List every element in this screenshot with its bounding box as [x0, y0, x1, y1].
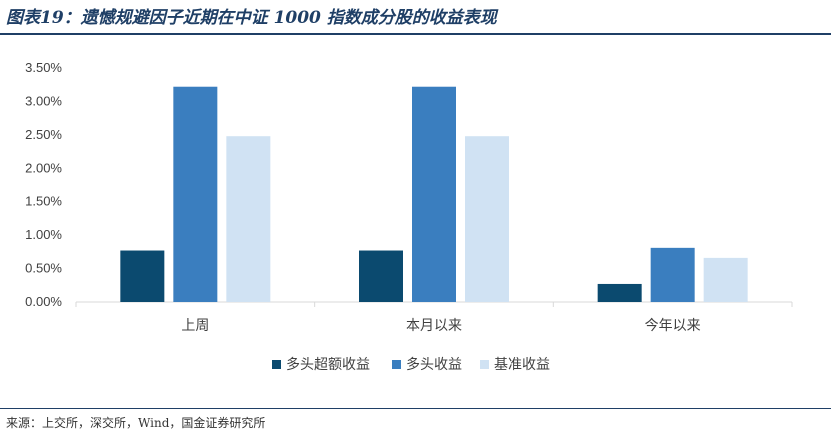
bar-1 [359, 250, 403, 302]
bar-2 [650, 247, 695, 302]
legend-label: 多头超额收益 [286, 356, 370, 373]
y-tick-label: 0.00% [25, 294, 62, 309]
bar-3 [465, 136, 509, 302]
bar-3 [226, 136, 271, 302]
bar-chart: 0.00% 0.50% 1.00% 1.50% 2.00% 2.50% 3.00% 3.50%… [25, 60, 793, 373]
y-tick-label: 3.50% [25, 60, 62, 75]
bar-1 [120, 250, 165, 302]
legend-swatch [392, 360, 401, 369]
y-tick-label: 0.50% [25, 261, 62, 276]
bar-2 [412, 86, 456, 302]
source-divider [0, 408, 831, 409]
title-divider [0, 33, 831, 35]
x-tick-label: 本月以来 [406, 318, 462, 334]
chart-title: 图表19：遗憾规避因子近期在中证 1000 指数成分股的收益表现 [6, 8, 497, 28]
bar-3 [703, 257, 748, 302]
y-tick-label: 2.00% [25, 160, 62, 175]
x-tick-label: 上周 [181, 318, 209, 334]
legend-swatch [480, 360, 489, 369]
y-tick-label: 2.50% [25, 127, 62, 142]
legend-swatch [272, 360, 281, 369]
y-tick-label: 1.00% [25, 227, 62, 242]
source-note: 来源：上交所，深交所，Wind，国金证券研究所 [6, 416, 266, 430]
y-tick-label: 1.50% [25, 194, 62, 209]
bar-1 [597, 283, 642, 302]
legend-label: 多头收益 [406, 356, 462, 373]
x-tick-label: 今年以来 [645, 318, 701, 334]
bar-2 [173, 86, 218, 302]
y-tick-label: 3.00% [25, 93, 62, 108]
legend-label: 基准收益 [494, 356, 550, 373]
